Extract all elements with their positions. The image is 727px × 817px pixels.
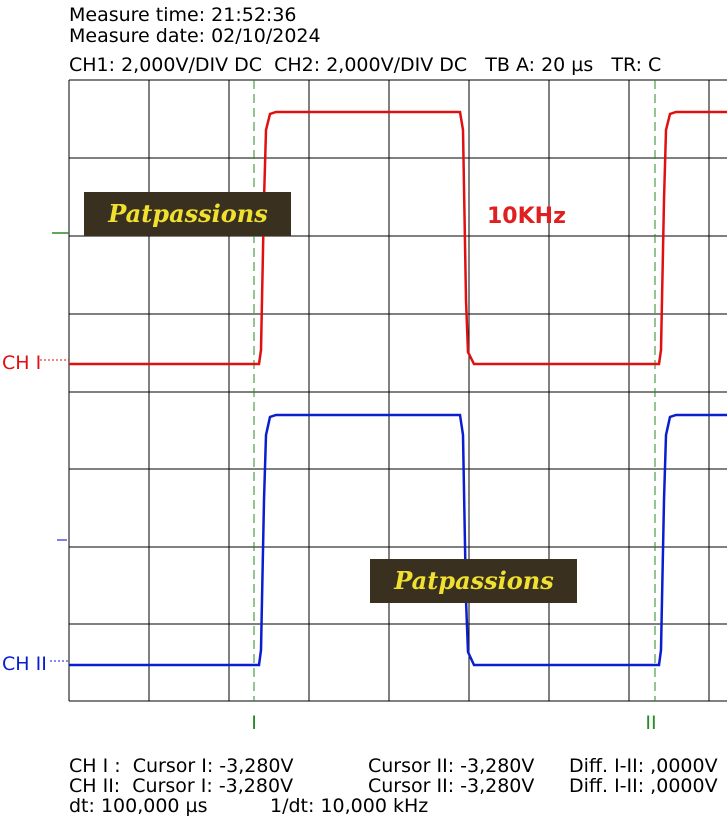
readout: Cursor II: -3,280V <box>368 755 534 777</box>
readout: 1/dt: 10,000 kHz <box>270 795 428 817</box>
ch1-trace <box>69 110 727 366</box>
header-line: Measure time: 21:52:36 <box>69 4 297 26</box>
watermark-box <box>370 559 577 603</box>
readout: Diff. I-II: ,0000V <box>569 755 718 777</box>
header-line: CH1: 2,000V/DIV DC CH2: 2,000V/DIV DC TB… <box>69 54 661 76</box>
watermark-box <box>84 192 291 236</box>
readout: dt: 100,000 µs <box>69 795 208 817</box>
readout: Diff. I-II: ,0000V <box>569 775 718 797</box>
graticule <box>68 79 727 702</box>
readout: Cursor II: -3,280V <box>368 775 534 797</box>
header-line: Measure date: 02/10/2024 <box>69 25 321 47</box>
frequency-note: 10KHz <box>487 204 566 229</box>
ch1-label: CH I <box>2 352 41 374</box>
readout: CH I : Cursor I: -3,280V <box>69 755 294 777</box>
readout: CH II: Cursor I: -3,280V <box>69 775 293 797</box>
ch2-label: CH II <box>2 653 47 675</box>
watermark: Patpassions <box>393 566 554 595</box>
ch2-trace <box>69 413 727 667</box>
watermark: Patpassions <box>107 199 268 228</box>
cursor-label: I <box>251 712 257 734</box>
cursor-label: II <box>645 712 656 734</box>
